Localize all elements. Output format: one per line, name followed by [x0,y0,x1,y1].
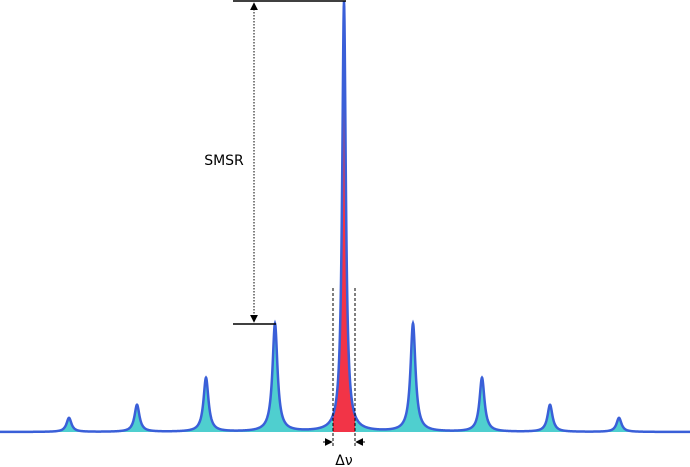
spectrum-line [0,1,690,434]
linewidth-label: Δν [335,453,353,467]
smsr-label: SMSR [204,153,244,169]
main-mode-fill [333,2,355,432]
